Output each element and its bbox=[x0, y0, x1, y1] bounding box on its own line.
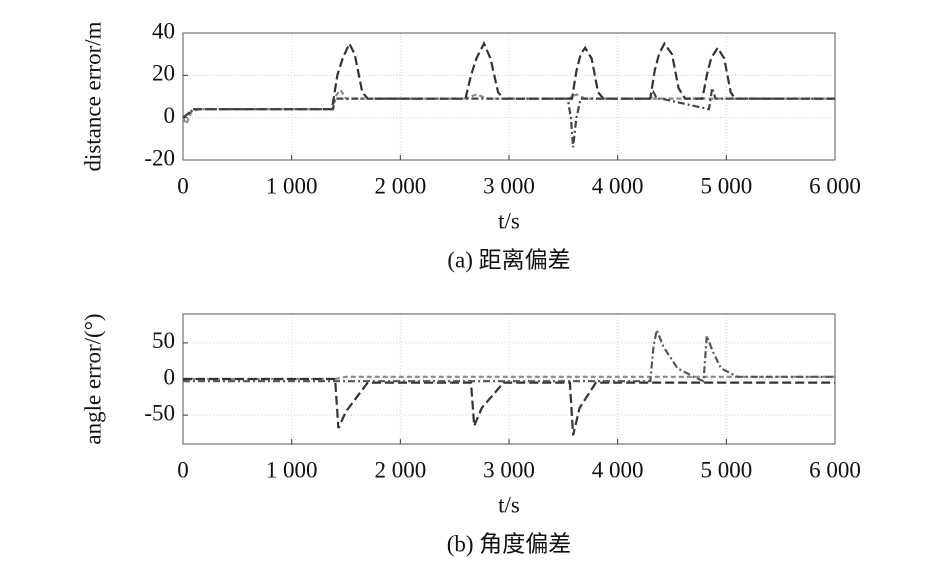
data-line bbox=[183, 325, 835, 383]
caption: (b) 角度偏差 bbox=[447, 531, 572, 556]
x-tick-label: 5 000 bbox=[700, 457, 752, 482]
data-line bbox=[182, 87, 835, 148]
x-tick-label: 0 bbox=[177, 457, 189, 482]
y-axis-label: distance error/m bbox=[80, 21, 105, 171]
x-tick-label: 2 000 bbox=[374, 457, 426, 482]
x-tick-label: 1 000 bbox=[266, 173, 318, 198]
x-tick-label: 1 000 bbox=[266, 457, 318, 482]
caption: (a) 距离偏差 bbox=[447, 247, 570, 272]
x-tick-label: 4 000 bbox=[592, 173, 644, 198]
x-axis-label: t/s bbox=[498, 492, 520, 517]
y-tick-label: 40 bbox=[152, 18, 175, 43]
x-tick-label: 2 000 bbox=[374, 173, 426, 198]
x-tick-label: 4 000 bbox=[592, 457, 644, 482]
y-tick-label: 0 bbox=[164, 103, 176, 128]
y-tick-label: -20 bbox=[144, 145, 175, 170]
y-tick-label: 0 bbox=[164, 364, 176, 389]
x-axis-label: t/s bbox=[498, 208, 520, 233]
data-line bbox=[182, 41, 835, 119]
y-tick-label: -50 bbox=[144, 400, 175, 425]
y-tick-label: 50 bbox=[152, 328, 175, 353]
x-tick-label: 3 000 bbox=[483, 457, 535, 482]
x-tick-label: 6 000 bbox=[809, 457, 861, 482]
data-line bbox=[183, 375, 835, 381]
x-tick-label: 3 000 bbox=[483, 173, 535, 198]
x-tick-label: 6 000 bbox=[809, 173, 861, 198]
y-axis-label: angle error/(°) bbox=[80, 313, 105, 444]
y-tick-label: 20 bbox=[152, 61, 175, 86]
x-tick-label: 0 bbox=[177, 173, 189, 198]
plot-frame bbox=[182, 32, 836, 161]
data-line bbox=[182, 88, 835, 127]
x-tick-label: 5 000 bbox=[700, 173, 752, 198]
